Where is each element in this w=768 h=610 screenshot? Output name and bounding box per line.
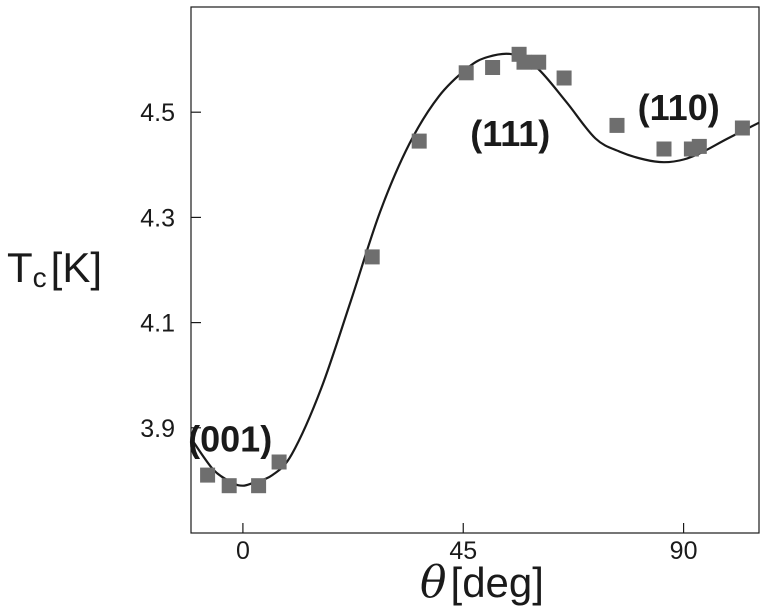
x-tick-label: 45 <box>449 537 477 565</box>
data-point <box>516 54 532 70</box>
y-axis-ticks: 3.9 4.1 4.3 4.5 <box>140 99 201 443</box>
data-points-layer <box>200 46 750 494</box>
data-point <box>531 54 547 70</box>
data-point <box>271 454 287 470</box>
data-point <box>609 117 625 133</box>
data-point <box>200 467 216 483</box>
y-axis-label-unit: [K] <box>51 244 102 291</box>
x-tick-label: 0 <box>236 537 250 565</box>
orientation-annotation: (111) <box>470 113 550 154</box>
data-point <box>411 133 427 149</box>
data-point <box>656 141 672 157</box>
y-axis-label: Tc[K] <box>7 244 102 293</box>
x-axis-label-unit: [deg] <box>451 559 544 606</box>
orientation-annotation: (001) <box>188 418 272 459</box>
data-point <box>364 249 380 265</box>
y-axis-label-sub: c <box>33 262 47 293</box>
data-point <box>556 70 572 86</box>
data-point <box>734 120 750 136</box>
annotations: (001) (111) (110) <box>188 87 720 459</box>
y-tick-label: 4.1 <box>140 310 175 338</box>
plot-frame <box>190 6 760 534</box>
y-tick-label: 3.9 <box>140 415 175 443</box>
data-point <box>691 138 707 154</box>
data-point <box>251 478 267 494</box>
x-axis-label: θ[deg] <box>420 557 544 608</box>
x-tick-label: 90 <box>670 537 698 565</box>
plot-area <box>190 6 760 534</box>
y-axis-label-main: T <box>7 244 33 291</box>
data-point <box>221 478 237 494</box>
y-tick-label: 4.3 <box>140 204 175 232</box>
x-axis-ticks: 0 45 90 <box>236 523 698 565</box>
orientation-annotation: (110) <box>638 87 720 128</box>
x-axis-label-symbol: θ <box>420 557 447 608</box>
data-point <box>485 60 501 75</box>
data-point <box>458 65 474 81</box>
y-tick-label: 4.5 <box>140 99 175 127</box>
